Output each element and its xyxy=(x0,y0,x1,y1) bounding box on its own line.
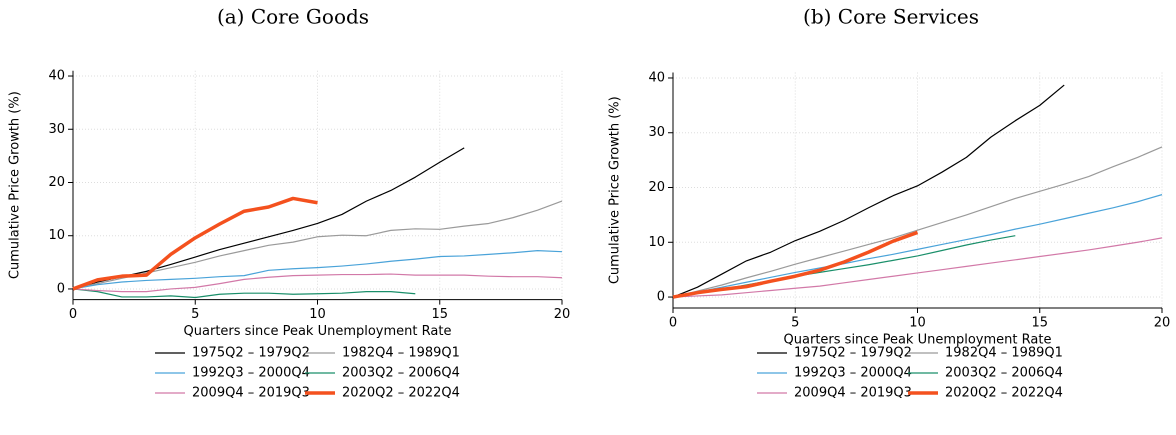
x-axis-label: Quarters since Peak Unemployment Rate xyxy=(184,324,452,339)
series-line xyxy=(72,196,318,291)
series-line xyxy=(672,237,1163,298)
x-tick-label: 20 xyxy=(1154,316,1171,331)
legend-label: 1992Q3 – 2000Q4 xyxy=(794,366,912,381)
legend-label: 1992Q3 – 2000Q4 xyxy=(192,366,310,381)
y-tick-label: 30 xyxy=(48,122,65,137)
x-tick-label: 5 xyxy=(191,307,199,322)
series-line xyxy=(672,146,1163,298)
legend-label: 2009Q4 – 2019Q3 xyxy=(794,386,912,401)
x-tick-label: 10 xyxy=(909,316,926,331)
legend-label: 2009Q4 – 2019Q3 xyxy=(192,386,310,401)
series-line xyxy=(72,147,465,290)
series-line xyxy=(72,288,416,299)
x-tick-label: 0 xyxy=(669,316,677,331)
legend-label: 2003Q2 – 2006Q4 xyxy=(342,366,460,381)
x-tick-label: 15 xyxy=(1031,316,1048,331)
series-line xyxy=(672,194,1163,298)
y-tick-label: 10 xyxy=(48,228,65,243)
y-axis-label: Cumulative Price Growth (%) xyxy=(608,96,623,284)
series-line xyxy=(72,273,563,293)
y-tick-label: 0 xyxy=(657,290,665,305)
legend-label: 2020Q2 – 2022Q4 xyxy=(342,386,460,401)
x-tick-label: 5 xyxy=(791,316,799,331)
y-tick-label: 20 xyxy=(48,175,65,190)
y-tick-label: 20 xyxy=(648,180,665,195)
legend-label: 2003Q2 – 2006Q4 xyxy=(945,366,1063,381)
y-axis-label: Cumulative Price Growth (%) xyxy=(8,91,23,279)
legend-label: 1975Q2 – 1979Q2 xyxy=(794,346,912,361)
legend-label: 2020Q2 – 2022Q4 xyxy=(945,386,1063,401)
x-axis-label: Quarters since Peak Unemployment Rate xyxy=(784,333,1052,348)
legend-label: 1982Q4 – 1989Q1 xyxy=(945,346,1063,361)
y-tick-label: 40 xyxy=(48,69,65,84)
x-tick-label: 10 xyxy=(309,307,326,322)
series-line xyxy=(72,200,563,290)
series-line xyxy=(672,84,1065,298)
x-tick-label: 20 xyxy=(554,307,571,322)
series-line xyxy=(72,250,563,290)
y-tick-label: 10 xyxy=(648,235,665,250)
x-tick-label: 15 xyxy=(431,307,448,322)
x-tick-label: 0 xyxy=(69,307,77,322)
y-tick-label: 0 xyxy=(57,281,65,296)
chart-title: (b) Core Services xyxy=(803,5,979,29)
legend-label: 1975Q2 – 1979Q2 xyxy=(192,346,310,361)
y-tick-label: 30 xyxy=(648,125,665,140)
y-tick-label: 40 xyxy=(648,70,665,85)
chart-title: (a) Core Goods xyxy=(217,5,369,29)
series-line xyxy=(672,230,919,299)
legend-label: 1982Q4 – 1989Q1 xyxy=(342,346,460,361)
